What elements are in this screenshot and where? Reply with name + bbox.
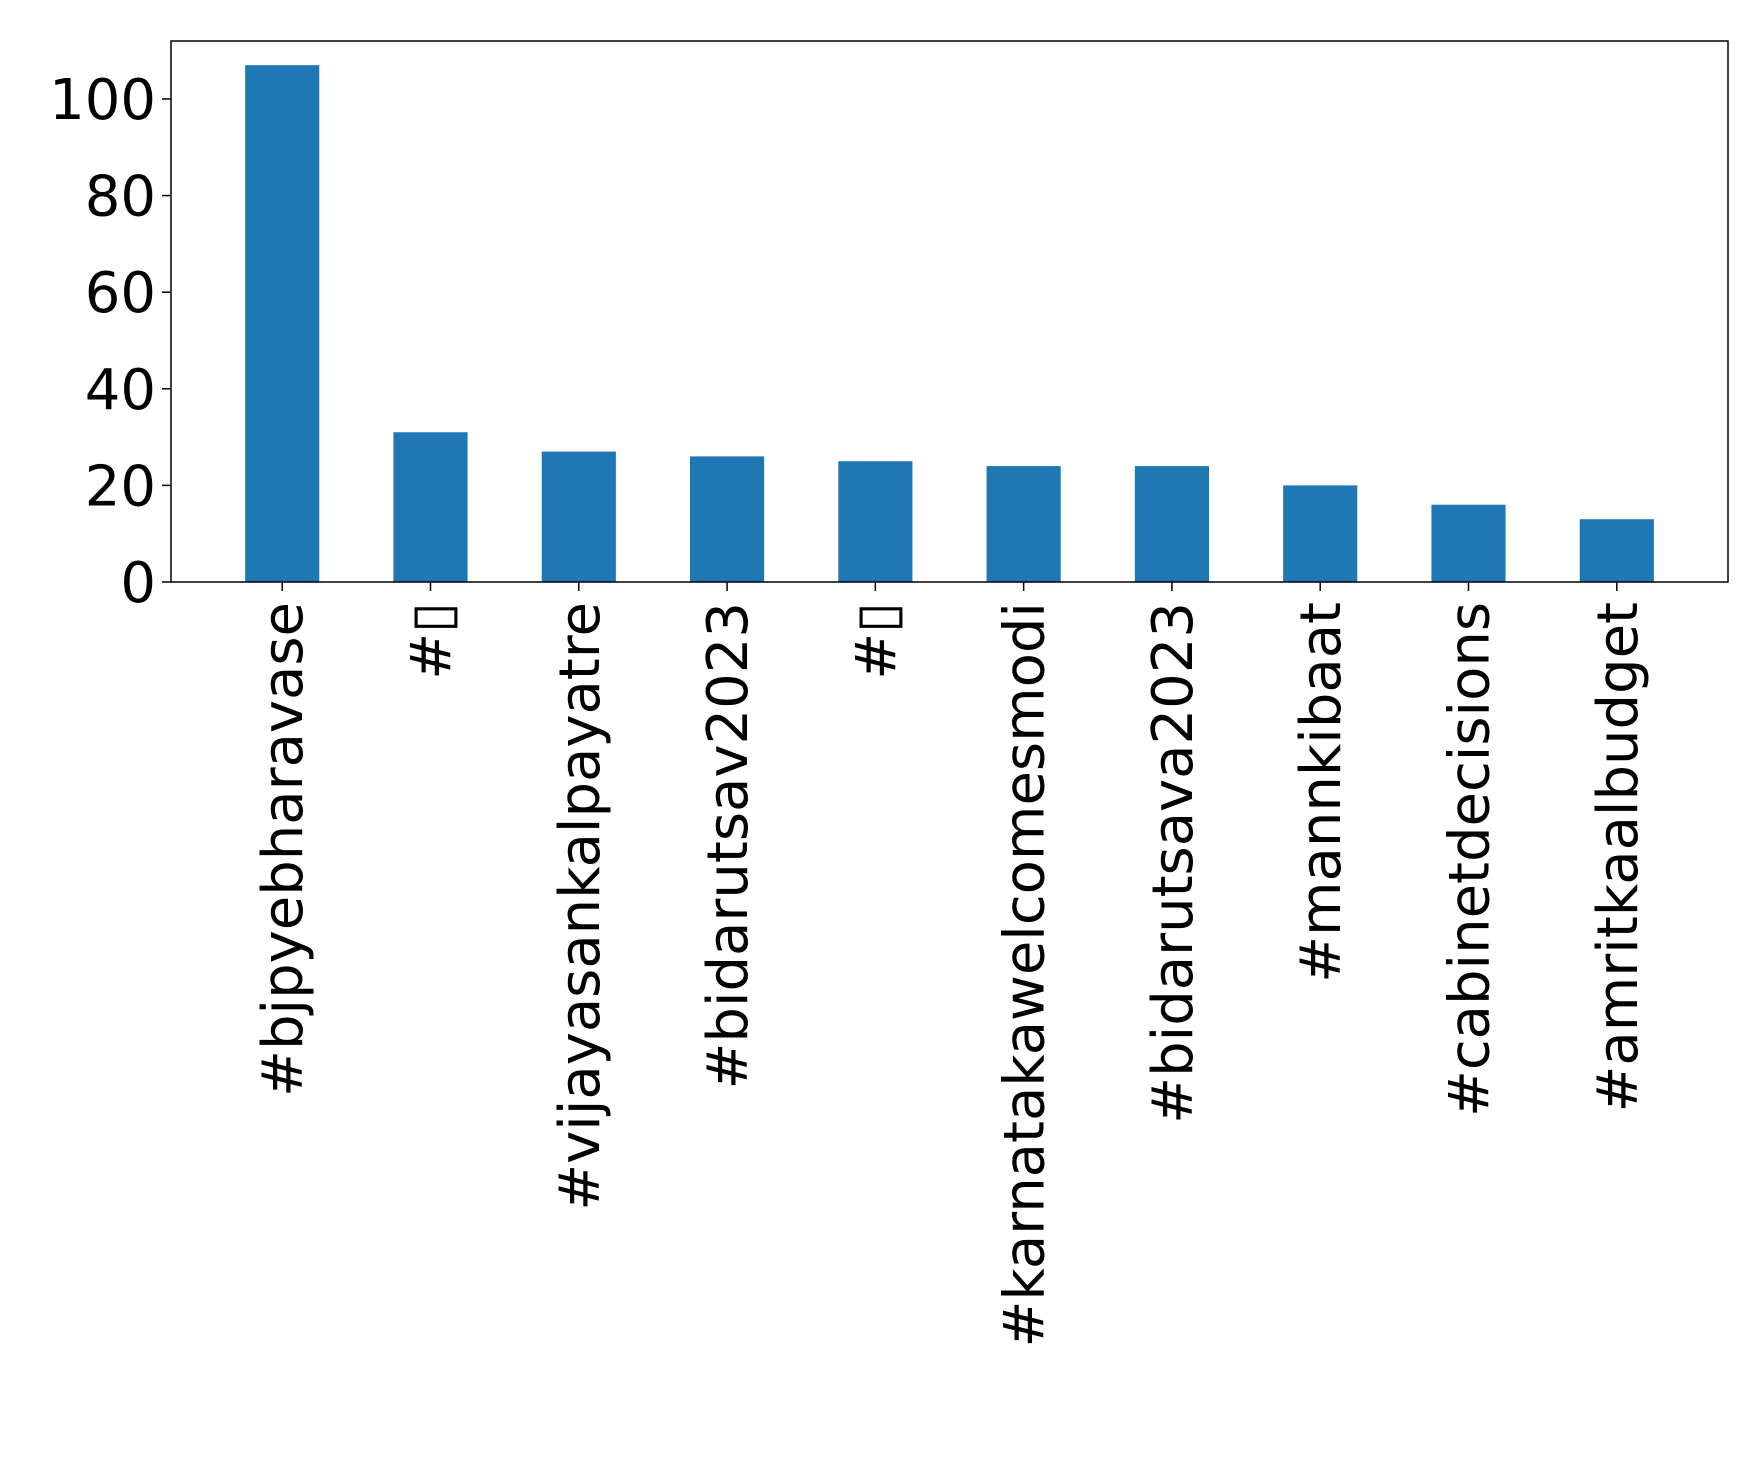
bars-layer: [245, 65, 1654, 582]
x-tick-label-0: #bjpyebharavase: [251, 602, 316, 1097]
y-tick-label-2: 40: [85, 358, 156, 423]
x-tick-label-9: #amritkaalbudget: [1586, 602, 1651, 1113]
bar-0: [245, 65, 320, 582]
bar-2: [541, 451, 616, 582]
x-tick-label-8: #cabinetdecisions: [1438, 602, 1503, 1117]
y-tick-label-0: 0: [120, 551, 156, 616]
y-tick-label-4: 80: [85, 165, 156, 230]
x-tick-label-3: #bidarutsav2023: [696, 602, 761, 1090]
x-axis: #bjpyebharavase #▯ #vijayasankalpayatre #bi…: [251, 582, 1651, 1348]
bar-7: [1283, 485, 1358, 582]
bar-9: [1579, 519, 1654, 582]
bar-5: [986, 466, 1061, 582]
x-tick-label-6: #bidarutsava2023: [1141, 602, 1206, 1124]
bar-6: [1134, 466, 1209, 582]
plot-frame: [170, 40, 1729, 583]
y-axis: 0 20 40 60 80 100: [49, 68, 171, 616]
y-tick-label-5: 100: [49, 68, 156, 133]
x-tick-label-7: #mannkibaat: [1289, 602, 1354, 983]
x-tick-label-1: #▯: [400, 602, 465, 680]
x-tick-label-4: #▯: [844, 602, 909, 680]
bar-3: [690, 456, 765, 582]
x-tick-label-2: #vijayasankalpayatre: [548, 602, 613, 1211]
bar-1: [393, 432, 468, 582]
y-tick-label-1: 20: [85, 454, 156, 519]
bar-4: [838, 461, 913, 582]
bar-8: [1431, 504, 1506, 582]
y-tick-label-3: 60: [85, 261, 156, 326]
x-tick-label-5: #karnatakawelcomesmodi: [993, 602, 1058, 1348]
